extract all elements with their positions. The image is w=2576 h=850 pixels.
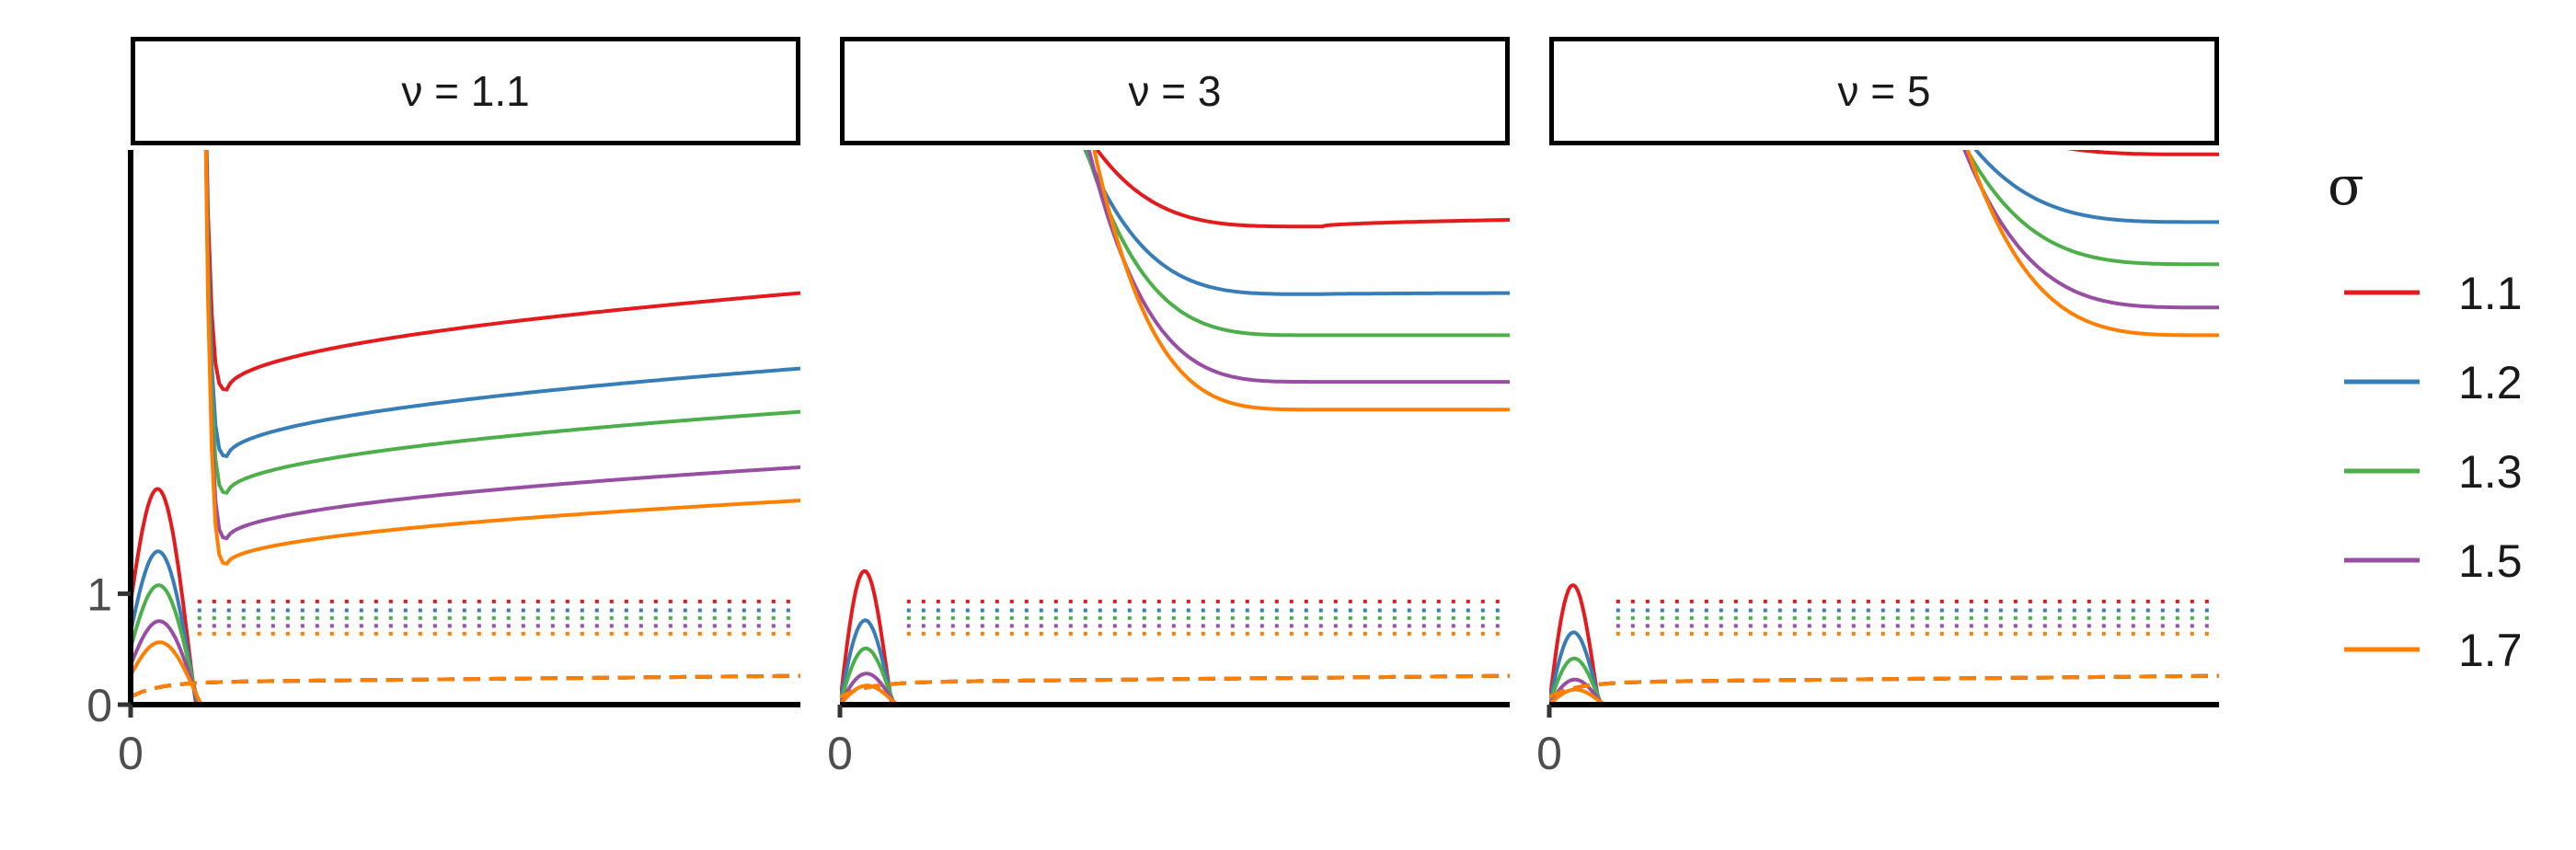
solid-line-sigma-1.5 [203, 150, 800, 541]
hump-line-sigma-1.2 [840, 618, 896, 706]
dashed-line-sigma-1.7 [1549, 673, 2219, 699]
facet-strip-1 [131, 37, 800, 145]
y-tick-label-1: 1 [86, 569, 112, 620]
solid-line-sigma-1.7 [203, 150, 800, 567]
solid-line-sigma-1.3 [204, 150, 800, 495]
legend: σ 1.1 1.2 1.3 1.5 1.7 [2328, 155, 2523, 676]
hump-line-sigma-1.7 [131, 640, 203, 706]
y-tick-label-0: 0 [86, 680, 112, 731]
facet-lines-3 [1549, 150, 2219, 706]
hump-line-sigma-1.2 [131, 549, 200, 706]
solid-line-sigma-1.1 [1095, 150, 1510, 229]
legend-label-1.7: 1.7 [2458, 625, 2523, 676]
x-tick-label-3: 0 [1536, 728, 1562, 779]
dashed-line-sigma-1.7 [131, 673, 800, 699]
legend-label-1.3: 1.3 [2458, 446, 2523, 498]
solid-line-sigma-1.5 [1087, 150, 1510, 385]
solid-line-sigma-1.1 [204, 150, 800, 392]
legend-label-1.5: 1.5 [2458, 535, 2523, 587]
hump-line-sigma-1.7 [840, 683, 899, 706]
solid-line-sigma-1.2 [204, 150, 800, 459]
hump-line-sigma-1.1 [1549, 583, 1602, 706]
hump-line-sigma-1.5 [840, 672, 898, 706]
hump-line-sigma-1.2 [1549, 630, 1603, 706]
facet-lines-1 [131, 150, 800, 706]
facet-panel-3: ν = 5 0 [1536, 37, 2219, 779]
legend-label-1.2: 1.2 [2458, 357, 2523, 408]
hump-line-sigma-1.1 [840, 569, 894, 706]
solid-line-sigma-1.1 [2066, 150, 2219, 156]
hump-line-sigma-1.3 [1549, 656, 1604, 706]
facet-panel-2: ν = 3 0 [827, 37, 1510, 779]
legend-label-1.1: 1.1 [2458, 268, 2523, 319]
dashed-line-sigma-1.7 [840, 673, 1510, 699]
hump-line-sigma-1.3 [840, 646, 897, 706]
facet-panel-1: ν = 1.1 00 1 [86, 37, 800, 779]
solid-line-sigma-1.3 [1084, 150, 1510, 338]
facet-label-1: ν = 1.1 [401, 67, 529, 115]
x-tick-label-2: 0 [827, 728, 853, 779]
solid-line-sigma-1.7 [1092, 150, 1510, 412]
facet-lines-2 [840, 150, 1510, 706]
legend-title: σ [2328, 155, 2364, 217]
solid-line-sigma-1.2 [1083, 150, 1510, 296]
facet-label-2: ν = 3 [1128, 67, 1221, 115]
hump-line-sigma-1.3 [131, 583, 201, 706]
facet-label-3: ν = 5 [1837, 67, 1930, 115]
x-tick-label-1: 0 [118, 728, 144, 779]
facet-strip-3 [1549, 37, 2219, 145]
solid-line-sigma-1.7 [1965, 150, 2219, 338]
hump-line-sigma-1.5 [131, 619, 202, 706]
hump-line-sigma-1.7 [1549, 687, 1606, 706]
solid-line-sigma-1.2 [1973, 150, 2219, 224]
facet-strip-2 [840, 37, 1510, 145]
hump-line-sigma-1.1 [131, 487, 199, 706]
